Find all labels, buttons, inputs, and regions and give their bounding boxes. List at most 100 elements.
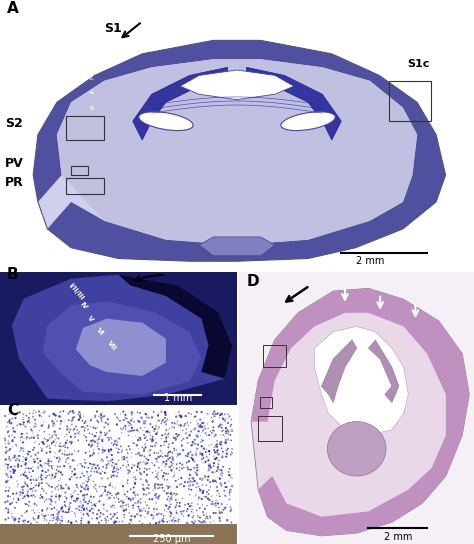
Point: [226, 412, 233, 421]
Point: [116, 456, 123, 465]
Point: [43, 448, 50, 457]
Point: [224, 429, 232, 438]
Point: [84, 425, 91, 434]
Point: [39, 438, 47, 447]
Point: [86, 459, 94, 468]
Text: VI: VI: [95, 327, 104, 337]
Point: [137, 475, 145, 484]
Point: [222, 429, 230, 438]
Point: [130, 489, 137, 497]
Point: [176, 459, 184, 467]
Point: [110, 518, 118, 527]
Point: [64, 450, 72, 459]
Point: [145, 481, 152, 490]
Point: [77, 508, 85, 517]
Point: [146, 413, 153, 422]
Point: [228, 421, 235, 429]
Point: [123, 479, 131, 487]
Point: [18, 430, 25, 439]
Point: [7, 467, 14, 476]
Point: [25, 447, 32, 456]
Bar: [389, 81, 431, 121]
Point: [27, 452, 35, 461]
Point: [92, 499, 100, 508]
Point: [210, 499, 218, 508]
Point: [43, 516, 50, 524]
Point: [111, 460, 118, 468]
Point: [107, 446, 115, 454]
Point: [51, 428, 59, 436]
Point: [83, 504, 91, 512]
Point: [184, 452, 191, 461]
Point: [131, 493, 138, 502]
Point: [186, 431, 193, 440]
Point: [157, 434, 165, 443]
Point: [81, 491, 89, 499]
Point: [155, 483, 163, 492]
Point: [155, 509, 163, 518]
Point: [72, 511, 80, 520]
Point: [99, 435, 106, 444]
Point: [1, 412, 9, 421]
Point: [99, 482, 106, 491]
Point: [127, 517, 135, 526]
Point: [21, 508, 29, 517]
Point: [95, 418, 102, 426]
Point: [196, 495, 203, 504]
Point: [191, 412, 199, 421]
Point: [97, 426, 104, 435]
Point: [52, 492, 60, 501]
Point: [141, 513, 149, 522]
Point: [39, 511, 47, 520]
Point: [67, 432, 74, 441]
Point: [149, 459, 156, 467]
Point: [143, 465, 151, 474]
Point: [134, 510, 141, 518]
Point: [125, 427, 132, 436]
Point: [144, 509, 151, 518]
Point: [89, 449, 96, 458]
Point: [212, 501, 219, 510]
Point: [161, 486, 168, 495]
Point: [9, 437, 16, 446]
Point: [125, 466, 133, 475]
Point: [222, 492, 229, 500]
Point: [84, 478, 91, 486]
Point: [56, 442, 64, 450]
Point: [40, 504, 48, 512]
Point: [29, 514, 37, 522]
Ellipse shape: [328, 422, 386, 476]
Point: [98, 491, 106, 500]
Point: [77, 460, 85, 468]
Bar: [0, 523, 237, 544]
Point: [170, 514, 178, 522]
Point: [36, 411, 43, 420]
Point: [60, 442, 67, 450]
Point: [153, 455, 161, 463]
Point: [64, 516, 72, 524]
Point: [4, 438, 12, 447]
Point: [21, 478, 29, 486]
Point: [84, 470, 91, 479]
Point: [42, 435, 49, 444]
Point: [22, 460, 29, 469]
Point: [150, 512, 158, 521]
Point: [20, 413, 27, 422]
Point: [27, 491, 35, 500]
Point: [211, 455, 219, 463]
Point: [136, 464, 144, 473]
Point: [211, 468, 219, 477]
Point: [130, 431, 137, 440]
Point: [79, 491, 87, 500]
Point: [214, 446, 221, 455]
Point: [164, 505, 172, 514]
Point: [36, 440, 43, 448]
Point: [175, 451, 182, 460]
Point: [2, 483, 10, 491]
Point: [103, 461, 110, 469]
Point: [210, 477, 218, 486]
Bar: [263, 345, 286, 367]
Point: [23, 507, 31, 516]
Point: [110, 471, 118, 480]
Point: [27, 423, 35, 432]
